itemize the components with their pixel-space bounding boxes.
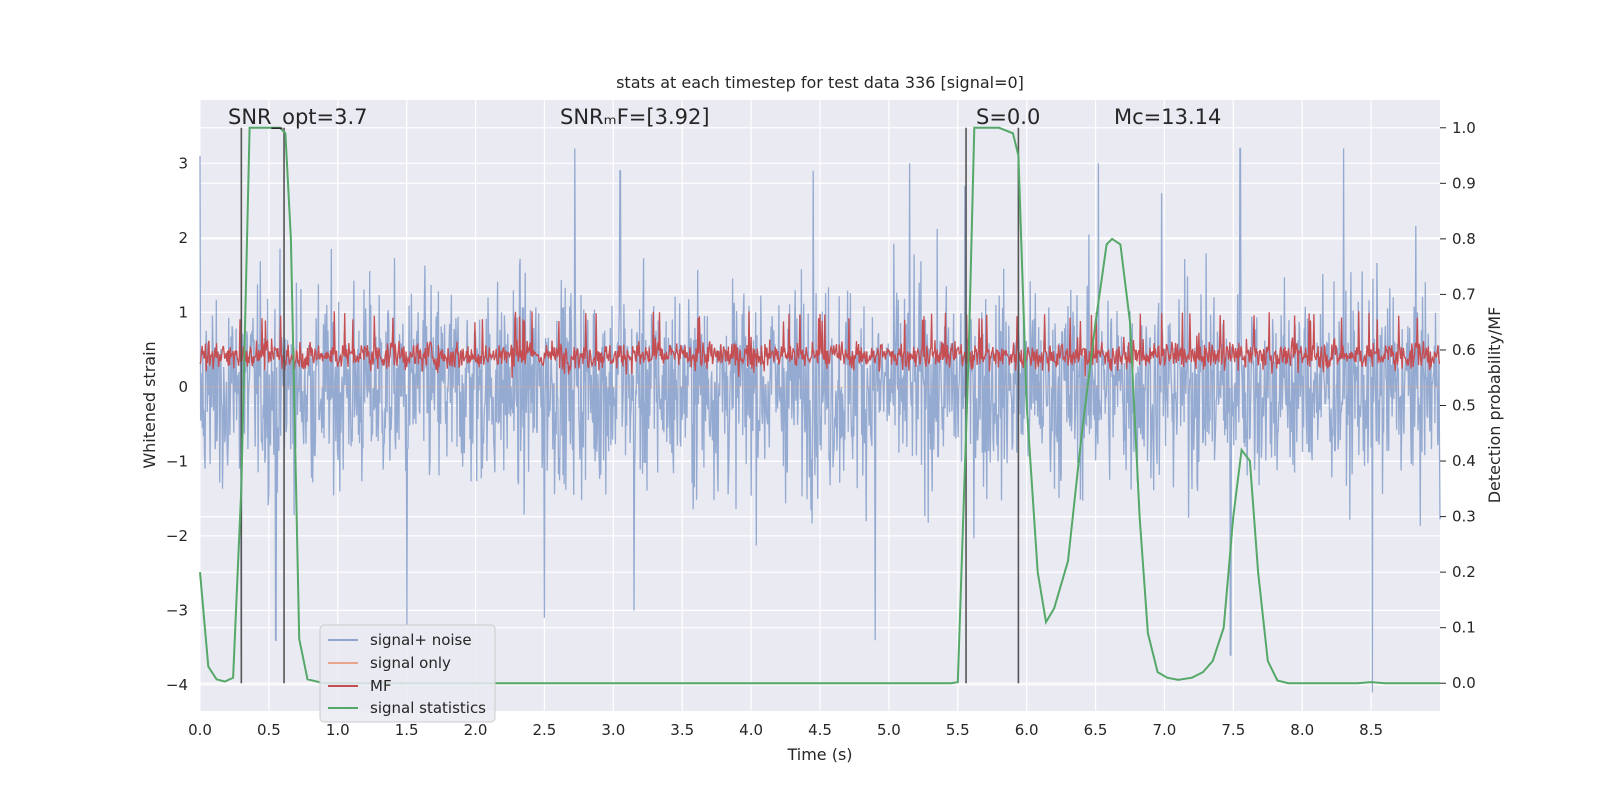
y-left-tick-label: −4 <box>166 676 188 694</box>
mf-series <box>199 311 1441 378</box>
x-tick-label: 2.0 <box>464 721 488 739</box>
x-tick-label: 0.0 <box>188 721 212 739</box>
y-left-tick-label: 2 <box>178 229 188 247</box>
mf-line <box>199 311 1441 378</box>
annotation-mc: Mᴄ=13.14 <box>1114 105 1221 129</box>
y-right-tick-label: 0.7 <box>1452 285 1476 303</box>
x-tick-label: 3.5 <box>670 721 694 739</box>
y-left-tick-label: 1 <box>178 303 188 321</box>
x-tick-label: 0.5 <box>257 721 281 739</box>
signal-noise-line <box>199 147 1441 693</box>
y-right-tick-label: 1.0 <box>1452 119 1476 137</box>
y-left-tick-label: 0 <box>178 378 188 396</box>
y-right-tick-labels: 1.0 0.9 0.8 0.7 0.6 0.5 0.4 0.3 0.2 0.1 0.0 <box>1440 119 1476 692</box>
x-tick-label: 4.5 <box>808 721 832 739</box>
y-right-axis-label: Detection probability/MF <box>1485 307 1504 504</box>
x-tick-label: 3.0 <box>601 721 625 739</box>
x-tick-label: 6.5 <box>1084 721 1108 739</box>
y-right-tick-label: 0.8 <box>1452 230 1476 248</box>
y-right-tick-label: 0.4 <box>1452 452 1476 470</box>
legend: signal+ noise signal only MF signal stat… <box>319 624 496 723</box>
vertical-markers <box>240 127 1020 684</box>
x-tick-label: 8.5 <box>1359 721 1383 739</box>
y-right-tick-label: 0.9 <box>1452 174 1476 192</box>
y-right-tick-label: 0.2 <box>1452 563 1476 581</box>
annotation-snr-opt: SNR_opt=3.7 <box>228 105 368 130</box>
x-axis-label: Time (s) <box>786 745 852 764</box>
y-left-axis-label: Whitened strain <box>140 341 159 468</box>
x-tick-label: 5.0 <box>877 721 901 739</box>
annotation-s: S=0.0 <box>976 105 1040 129</box>
y-right-tick-label: 0.6 <box>1452 341 1476 359</box>
y-left-tick-label: −2 <box>166 527 188 545</box>
signal-noise-series <box>199 147 1441 693</box>
legend-label-signal-only: signal only <box>370 654 451 672</box>
legend-label-signal-statistics: signal statistics <box>370 699 486 717</box>
x-tick-labels: 0.0 0.5 1.0 1.5 2.0 2.5 3.0 3.5 4.0 4.5 5.0 5.5 6.0 6… <box>188 721 1383 739</box>
signal-statistics-line <box>199 126 1440 685</box>
x-tick-label: 8.0 <box>1290 721 1314 739</box>
x-tick-label: 5.5 <box>946 721 970 739</box>
x-tick-label: 6.0 <box>1015 721 1039 739</box>
y-left-tick-label: −3 <box>166 601 188 619</box>
legend-box <box>319 624 496 723</box>
legend-label-signal-noise: signal+ noise <box>370 631 472 649</box>
chart-title: stats at each timestep for test data 336… <box>616 73 1024 92</box>
x-tick-label: 7.5 <box>1221 721 1245 739</box>
y-right-tick-label: 0.0 <box>1452 674 1476 692</box>
annotation-snr-mf: SNRₘF=[3.92] <box>560 105 710 129</box>
y-left-tick-labels: 3 2 1 0 −1 −2 −3 −4 <box>166 154 188 694</box>
x-tick-label: 2.5 <box>533 721 557 739</box>
y-left-tick-label: 3 <box>178 154 188 172</box>
y-left-tick-label: −1 <box>166 452 188 470</box>
x-tick-label: 1.0 <box>326 721 350 739</box>
signal-statistics-series <box>199 126 1440 685</box>
x-tick-label: 1.5 <box>395 721 419 739</box>
y-right-tick-label: 0.3 <box>1452 508 1476 526</box>
x-tick-label: 7.0 <box>1153 721 1177 739</box>
y-right-tick-label: 0.1 <box>1452 619 1476 637</box>
x-tick-label: 4.0 <box>739 721 763 739</box>
y-right-tick-label: 0.5 <box>1452 397 1476 415</box>
legend-label-mf: MF <box>370 677 392 695</box>
